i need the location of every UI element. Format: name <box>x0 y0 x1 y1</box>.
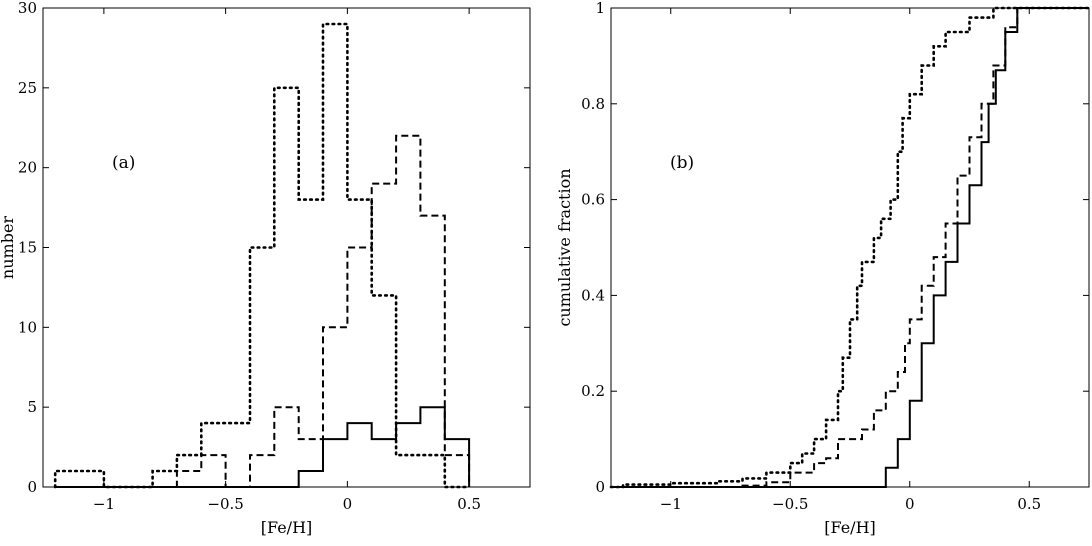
histogram-panel: −1 −0.5 0 0.5 0 5 10 15 20 25 30 (a) [Fe/H] number <box>0 0 531 537</box>
y-tick-label: 0.6 <box>581 191 605 209</box>
series-solid-line <box>611 7 1089 488</box>
y-tick-label: 0 <box>27 478 37 496</box>
histogram-panel-label: (a) <box>112 153 135 173</box>
series-dashed-line <box>55 134 471 488</box>
x-tick-label: −0.5 <box>772 495 808 513</box>
cumulative-plot-frame <box>610 7 1090 488</box>
x-tick-label: 0 <box>905 495 915 513</box>
y-tick-label: 15 <box>18 239 37 257</box>
series-dotted-line <box>609 6 1091 489</box>
series-dashed-line <box>611 7 1089 488</box>
cumulative-y-axis-label: cumulative fraction <box>555 168 574 326</box>
x-tick-label: −0.5 <box>207 495 243 513</box>
y-tick-label: 5 <box>27 398 37 416</box>
y-tick-label: 1 <box>595 0 605 17</box>
series-dotted-line <box>53 22 471 489</box>
x-tick-label: 0 <box>343 495 353 513</box>
cumulative-panel-label: (b) <box>670 153 694 173</box>
x-tick-label: −1 <box>93 495 115 513</box>
x-tick-label: 0.5 <box>1017 495 1041 513</box>
y-tick-label: 30 <box>18 0 37 17</box>
x-tick-label: −1 <box>660 495 682 513</box>
y-tick-label: 20 <box>18 159 37 177</box>
y-tick-label: 0 <box>595 478 605 496</box>
y-tick-label: 10 <box>18 318 37 336</box>
histogram-y-axis-label: number <box>0 216 17 279</box>
series-solid-line <box>55 406 471 488</box>
cumulative-x-axis-label: [Fe/H] <box>824 518 876 537</box>
y-tick-label: 0.8 <box>581 95 605 113</box>
histogram-ticks: −1 −0.5 0 0.5 0 5 10 15 20 25 30 <box>18 0 530 513</box>
histogram-series <box>53 22 471 489</box>
cumulative-series <box>609 6 1091 489</box>
cumulative-ticks: −1 −0.5 0 0.5 0 0.2 0.4 0.6 0.8 1 <box>581 0 1089 513</box>
y-tick-label: 0.4 <box>581 286 605 304</box>
histogram-plot-frame <box>42 7 531 488</box>
x-tick-label: 0.5 <box>457 495 481 513</box>
y-tick-label: 25 <box>18 79 37 97</box>
cumulative-panel: −1 −0.5 0 0.5 0 0.2 0.4 0.6 0.8 1 (b) [Fe/H] cumu… <box>555 0 1091 537</box>
y-tick-label: 0.2 <box>581 382 605 400</box>
histogram-x-axis-label: [Fe/H] <box>261 518 313 537</box>
